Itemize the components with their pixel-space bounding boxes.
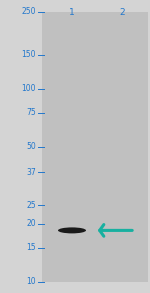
Bar <box>42 12 148 282</box>
Text: 25: 25 <box>26 201 36 209</box>
Text: 1: 1 <box>69 8 75 17</box>
Text: 10: 10 <box>26 277 36 287</box>
Ellipse shape <box>58 227 86 234</box>
Text: 37: 37 <box>26 168 36 177</box>
Text: 250: 250 <box>21 8 36 16</box>
Text: 15: 15 <box>26 243 36 253</box>
Text: 20: 20 <box>26 219 36 228</box>
Text: 100: 100 <box>21 84 36 93</box>
Text: 50: 50 <box>26 142 36 151</box>
Text: 75: 75 <box>26 108 36 117</box>
Text: 150: 150 <box>21 50 36 59</box>
Text: 2: 2 <box>119 8 125 17</box>
